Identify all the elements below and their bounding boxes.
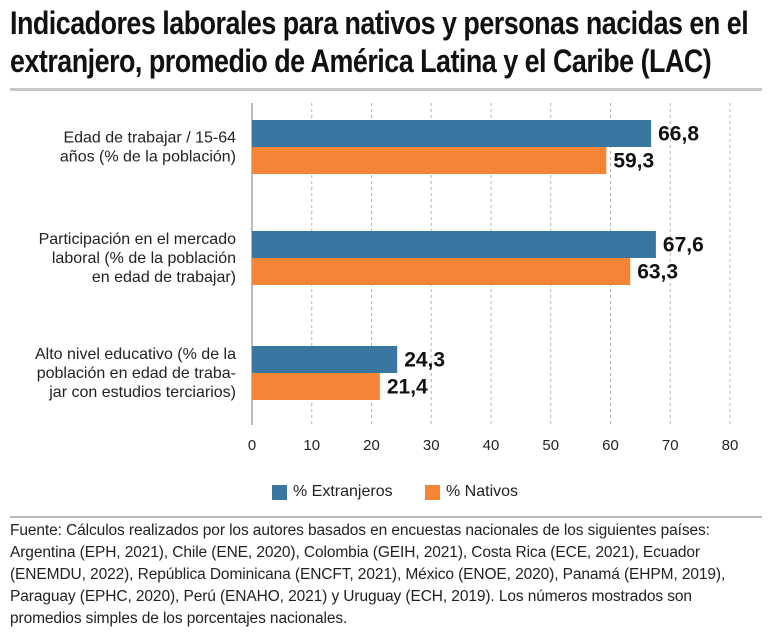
data-label: 66,8 bbox=[658, 123, 699, 146]
x-tick-label: 80 bbox=[722, 437, 739, 454]
data-label: 67,6 bbox=[663, 234, 704, 257]
bar bbox=[252, 147, 607, 174]
x-tick-label: 40 bbox=[483, 437, 500, 454]
title-divider bbox=[10, 88, 762, 91]
source-note: Fuente: Cálculos realizados por los auto… bbox=[10, 522, 726, 627]
source-divider bbox=[10, 516, 762, 518]
legend-swatch-nativos bbox=[425, 484, 440, 500]
x-tick-label: 50 bbox=[542, 437, 559, 454]
data-label: 24,3 bbox=[404, 349, 445, 372]
bar bbox=[252, 120, 652, 147]
x-tick-label: 30 bbox=[423, 437, 440, 454]
x-tick-label: 0 bbox=[248, 437, 256, 454]
bar bbox=[252, 373, 380, 400]
data-label: 21,4 bbox=[387, 376, 428, 399]
x-tick-label: 20 bbox=[363, 437, 380, 454]
bar-chart: 0 10 20 30 40 50 60 70 80 66,859,3 Edad de trabaja… bbox=[35, 103, 739, 454]
x-tick-label: 70 bbox=[662, 437, 679, 454]
legend-item-extranjeros: % Extranjeros bbox=[272, 483, 393, 501]
bar bbox=[252, 258, 631, 285]
data-label: 63,3 bbox=[637, 261, 678, 284]
legend-label-extranjeros: % Extranjeros bbox=[293, 483, 393, 500]
legend-item-nativos: % Nativos bbox=[425, 483, 518, 501]
legend-swatch-extranjeros bbox=[272, 484, 287, 500]
category-label: Alto nivel educativo (% de la población e… bbox=[35, 346, 236, 401]
chart-title: Indicadores laborales para nativos y per… bbox=[10, 5, 749, 79]
bar bbox=[252, 346, 398, 373]
x-tick-label: 60 bbox=[602, 437, 619, 454]
category-label: Participación en el mercado laboral (% de… bbox=[39, 231, 237, 286]
legend-label-nativos: % Nativos bbox=[446, 483, 519, 500]
data-label: 59,3 bbox=[613, 150, 654, 173]
x-tick-label: 10 bbox=[303, 437, 320, 454]
bar bbox=[252, 231, 656, 258]
category-label: Edad de trabajar / 15-64 años (% de la po… bbox=[60, 130, 236, 166]
